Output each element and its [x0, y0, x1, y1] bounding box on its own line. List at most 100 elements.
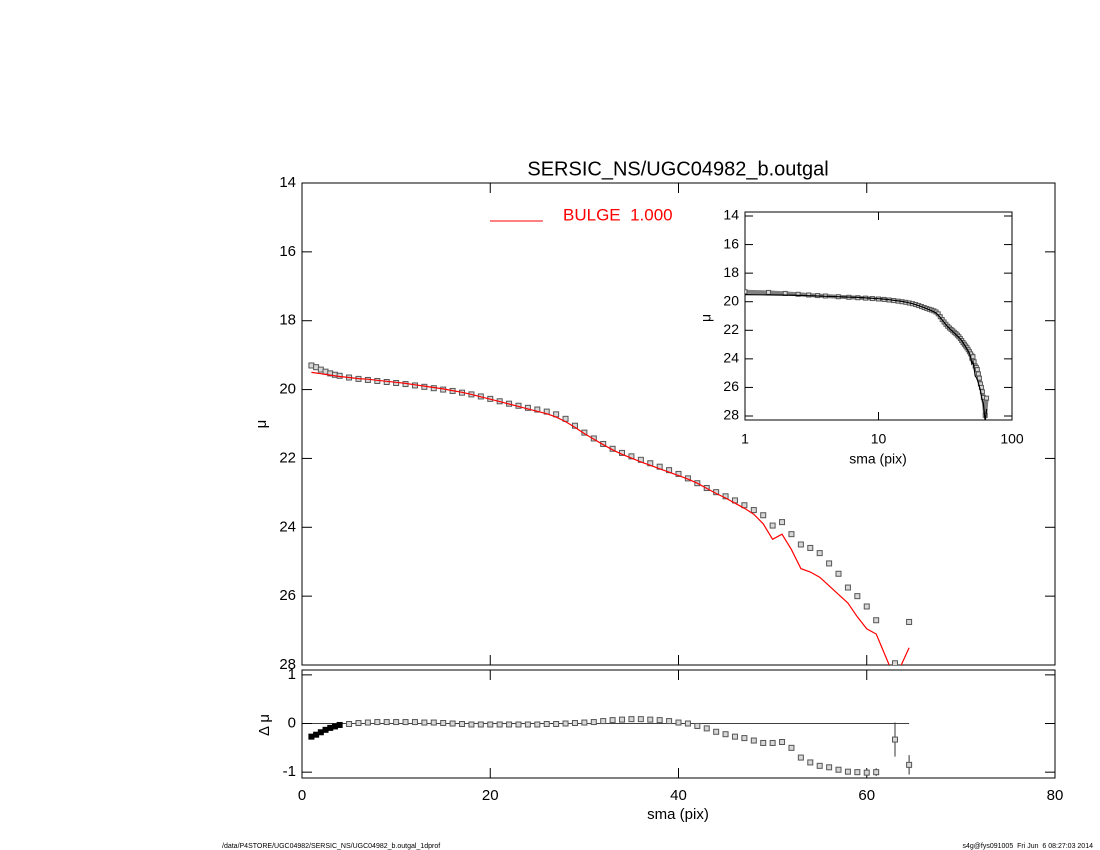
plot-area [745, 289, 990, 420]
data-point [835, 570, 842, 577]
residual-point [797, 754, 804, 761]
residual-point [364, 719, 371, 726]
residual-point [346, 721, 353, 727]
residual-point [402, 719, 409, 726]
data-point [826, 560, 833, 567]
x-axis-label: sma (pix) [647, 806, 709, 823]
x-tick-label: 100 [1000, 431, 1024, 447]
data-point [766, 289, 772, 295]
model-line [745, 294, 988, 420]
data-point [797, 541, 804, 548]
residual-point [684, 720, 691, 727]
data-point [600, 440, 607, 447]
data-point [970, 354, 976, 360]
plot-area [308, 362, 913, 665]
y-tick-label: 24 [723, 350, 739, 366]
residual-point [581, 719, 588, 726]
data-point [788, 531, 795, 538]
residual-point [647, 716, 654, 723]
data-point [779, 519, 786, 526]
residual-point [430, 719, 437, 726]
data-point [976, 375, 982, 381]
y-tick-label: 14 [279, 174, 296, 191]
data-point [769, 522, 776, 529]
data-point [760, 512, 767, 519]
y-tick-label: 20 [723, 292, 739, 308]
chart-title: SERSIC_NS/UGC04982_b.outgal [527, 158, 828, 180]
residual-point [854, 769, 861, 776]
x-tick-label: 40 [670, 787, 687, 804]
residual-point [336, 721, 343, 728]
residual-point [411, 719, 418, 726]
x-tick-label: 80 [1047, 787, 1064, 804]
residual-point [906, 761, 913, 768]
residual-point [637, 716, 644, 723]
data-point [873, 617, 880, 624]
data-point [534, 406, 541, 413]
residual-point [779, 739, 786, 745]
residual-point [534, 721, 541, 728]
y-tick-label: 18 [279, 312, 296, 329]
residual-point [722, 731, 729, 738]
residual-point [816, 762, 823, 769]
residual-point [656, 717, 663, 724]
residual-point [628, 716, 635, 723]
residual-point [844, 768, 851, 775]
y-tick-label: 24 [279, 518, 296, 535]
residual-point [553, 721, 560, 727]
residual-point [788, 744, 795, 751]
residual-point [440, 720, 447, 727]
residual-point [600, 718, 607, 725]
residual-point [515, 721, 522, 728]
residual-y-axis-label: Δ μ [256, 714, 273, 736]
y-tick-label: 0 [288, 714, 296, 731]
residual-point [713, 728, 720, 735]
data-point [984, 395, 990, 401]
data-point [974, 367, 980, 373]
y-tick-label: 14 [723, 207, 739, 223]
residual-point [421, 719, 428, 726]
inset-y-axis-label: μ [698, 314, 714, 322]
residual-point [393, 719, 400, 726]
legend-label: BULGE 1.000 [563, 205, 673, 224]
plot-area [308, 716, 913, 777]
residual-point [477, 721, 484, 728]
y-axis-label: μ [253, 420, 270, 429]
residual-point [571, 720, 578, 727]
y-tick-label: 26 [723, 378, 739, 394]
data-point [750, 507, 757, 514]
y-tick-label: -1 [283, 763, 296, 780]
y-tick-label: 26 [279, 587, 296, 604]
residual-point [496, 721, 503, 728]
residual-point [769, 739, 776, 746]
residual-point [487, 721, 494, 728]
residual-point [741, 735, 748, 742]
residual-point [524, 721, 531, 728]
x-tick-label: 60 [858, 787, 875, 804]
residual-point [826, 764, 833, 771]
data-point [807, 544, 814, 551]
y-tick-label: 20 [279, 381, 296, 398]
residual-point [506, 721, 513, 728]
x-tick-label: 10 [871, 431, 887, 447]
residual-point [835, 766, 842, 773]
inset-x-axis-label: sma (pix) [849, 451, 907, 467]
data-point [795, 291, 801, 297]
residual-point [694, 722, 701, 729]
residual-point [873, 769, 880, 776]
residual-point [355, 720, 362, 727]
residual-point [449, 720, 456, 727]
residual-point [760, 739, 767, 746]
data-point [675, 470, 682, 477]
residual-point [750, 737, 757, 744]
residual-point [543, 721, 550, 727]
x-tick-label: 20 [482, 787, 499, 804]
residual-point [590, 719, 597, 726]
residual-point [703, 725, 710, 732]
residual-point [374, 719, 381, 726]
residual-point [383, 719, 390, 726]
data-point [854, 593, 861, 600]
residual-point [675, 719, 682, 726]
x-tick-label: 0 [298, 787, 306, 804]
